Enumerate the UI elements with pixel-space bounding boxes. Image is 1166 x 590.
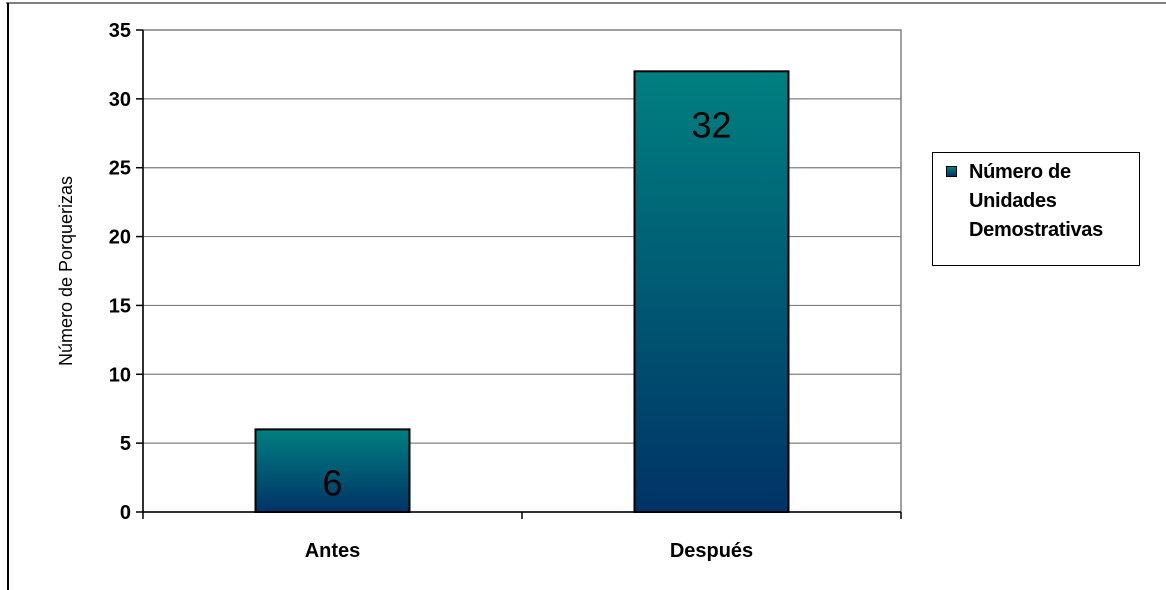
legend: Número de Unidades Demostrativas (932, 152, 1140, 266)
data-label: 6 (322, 462, 342, 503)
bars (254, 70, 790, 513)
x-tick-label: Antes (305, 540, 361, 562)
data-label: 32 (691, 104, 731, 145)
data-labels: 6 32 (322, 104, 731, 503)
y-axis-title: Número de Porquerizas (56, 176, 76, 366)
y-tick-label: 30 (109, 89, 131, 111)
y-tick-label: 15 (109, 295, 131, 317)
y-tick-label: 10 (109, 364, 131, 386)
y-axis-ticks (136, 29, 143, 513)
legend-label: Número de Unidades Demostrativas (969, 161, 1103, 241)
x-tick-label: Después (670, 540, 753, 562)
y-tick-label: 5 (120, 433, 131, 455)
y-tick-label: 25 (109, 158, 131, 180)
x-axis-ticks (142, 512, 902, 519)
y-tick-label: 0 (120, 502, 131, 524)
y-axis-tick-labels: 0 5 10 15 20 25 30 35 (109, 20, 131, 524)
legend-swatch (946, 166, 957, 177)
x-axis-tick-labels: Antes Después (305, 540, 753, 562)
y-tick-label: 20 (109, 227, 131, 249)
y-tick-label: 35 (109, 20, 131, 42)
